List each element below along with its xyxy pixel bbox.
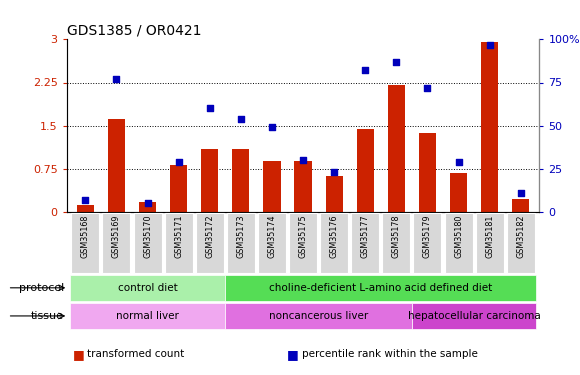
Point	[454, 159, 463, 165]
Text: percentile rank within the sample: percentile rank within the sample	[302, 350, 477, 359]
Text: transformed count: transformed count	[87, 350, 184, 359]
Bar	[481, 42, 498, 212]
Text: GSM35174: GSM35174	[267, 214, 277, 258]
FancyBboxPatch shape	[165, 213, 193, 273]
Point	[298, 157, 307, 163]
Text: ■: ■	[72, 348, 84, 361]
Bar	[170, 165, 187, 212]
Bar	[388, 86, 405, 212]
Text: noncancerous liver: noncancerous liver	[269, 311, 368, 321]
FancyBboxPatch shape	[225, 303, 412, 329]
FancyBboxPatch shape	[103, 213, 130, 273]
Bar	[419, 132, 436, 212]
Point	[143, 200, 152, 206]
Text: GSM35169: GSM35169	[112, 214, 121, 258]
Point	[174, 159, 183, 165]
Bar	[263, 161, 281, 212]
Text: GSM35172: GSM35172	[205, 214, 214, 258]
FancyBboxPatch shape	[444, 213, 473, 273]
Text: GSM35173: GSM35173	[237, 214, 245, 258]
Text: ■: ■	[287, 348, 299, 361]
FancyBboxPatch shape	[70, 303, 225, 329]
Text: GSM35170: GSM35170	[143, 214, 152, 258]
Bar	[512, 199, 530, 212]
Bar	[295, 161, 311, 212]
FancyBboxPatch shape	[225, 275, 536, 301]
FancyBboxPatch shape	[320, 213, 348, 273]
FancyBboxPatch shape	[414, 213, 441, 273]
Text: GSM35171: GSM35171	[174, 214, 183, 258]
FancyBboxPatch shape	[289, 213, 317, 273]
Text: GSM35178: GSM35178	[392, 214, 401, 258]
Point	[516, 190, 525, 196]
Point	[236, 116, 245, 122]
FancyBboxPatch shape	[382, 213, 410, 273]
Point	[485, 42, 494, 48]
Bar	[108, 119, 125, 212]
Point	[329, 169, 339, 175]
Text: GSM35182: GSM35182	[516, 214, 525, 258]
FancyBboxPatch shape	[196, 213, 224, 273]
FancyBboxPatch shape	[227, 213, 255, 273]
Text: GSM35180: GSM35180	[454, 214, 463, 258]
FancyBboxPatch shape	[70, 275, 225, 301]
FancyBboxPatch shape	[351, 213, 379, 273]
Text: normal liver: normal liver	[116, 311, 179, 321]
Text: choline-deficient L-amino acid defined diet: choline-deficient L-amino acid defined d…	[269, 283, 492, 293]
FancyBboxPatch shape	[412, 303, 536, 329]
Point	[205, 105, 215, 111]
Text: GSM35168: GSM35168	[81, 214, 90, 258]
FancyBboxPatch shape	[133, 213, 162, 273]
Text: GSM35181: GSM35181	[485, 214, 494, 258]
Text: GSM35176: GSM35176	[329, 214, 339, 258]
Bar	[233, 148, 249, 212]
Point	[81, 197, 90, 203]
Text: GDS1385 / OR0421: GDS1385 / OR0421	[67, 24, 201, 38]
Point	[112, 76, 121, 82]
Point	[392, 59, 401, 65]
Text: GSM35175: GSM35175	[299, 214, 307, 258]
Bar	[77, 205, 94, 212]
Point	[423, 85, 432, 91]
Bar	[325, 176, 343, 212]
Text: protocol: protocol	[19, 283, 64, 293]
Text: control diet: control diet	[118, 283, 177, 293]
Text: GSM35179: GSM35179	[423, 214, 432, 258]
Bar	[139, 201, 156, 212]
Text: tissue: tissue	[31, 311, 64, 321]
FancyBboxPatch shape	[258, 213, 286, 273]
FancyBboxPatch shape	[507, 213, 535, 273]
Bar	[450, 173, 467, 212]
Bar	[357, 129, 374, 212]
FancyBboxPatch shape	[71, 213, 99, 273]
Text: hepatocellular carcinoma: hepatocellular carcinoma	[408, 311, 541, 321]
Bar	[201, 148, 218, 212]
Point	[361, 68, 370, 74]
Point	[267, 124, 277, 130]
FancyBboxPatch shape	[476, 213, 503, 273]
Text: GSM35177: GSM35177	[361, 214, 369, 258]
